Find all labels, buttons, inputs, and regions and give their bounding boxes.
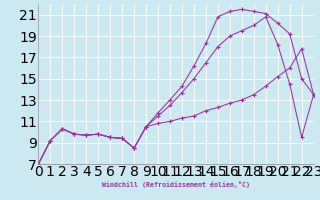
X-axis label: Windchill (Refroidissement éolien,°C): Windchill (Refroidissement éolien,°C) <box>102 181 250 188</box>
